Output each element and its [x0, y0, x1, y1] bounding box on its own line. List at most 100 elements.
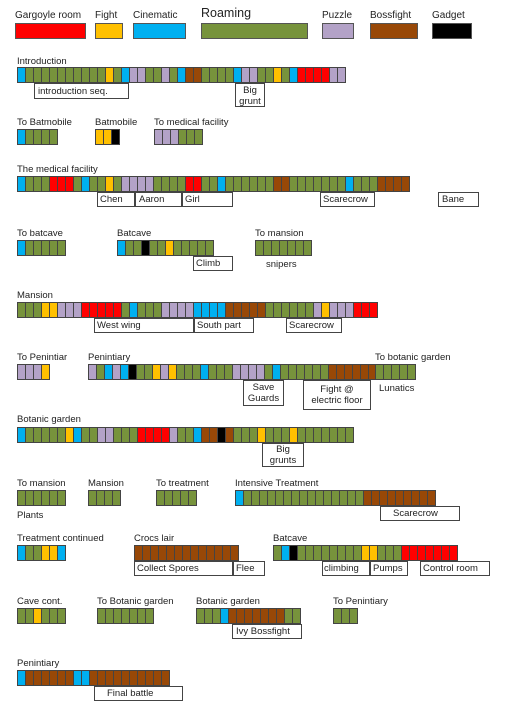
- strip-botanic-1: [17, 427, 354, 443]
- annotation-box-scarecrow-3: [380, 506, 460, 521]
- strip-to-penintiary: [333, 608, 358, 624]
- annotation-electric-floor: Fight @ electric floor: [311, 384, 363, 406]
- annotation-chen: Chen: [100, 194, 123, 205]
- section-title-to-botanic-2: To Botanic garden: [97, 596, 174, 607]
- annotation-snipers: snipers: [266, 259, 297, 270]
- annotation-climbing: climbing: [324, 563, 359, 574]
- strip-mansion-1: [17, 302, 378, 318]
- segment-roaming: [49, 129, 58, 145]
- section-title-botanic-1: Botanic garden: [17, 414, 81, 425]
- section-title-to-mansion-1: To mansion: [255, 228, 304, 239]
- annotation-box-final-battle: [94, 686, 183, 701]
- strip-batcave-2: [273, 545, 458, 561]
- segment-puzzle: [337, 67, 346, 83]
- segment-roaming: [349, 608, 358, 624]
- segment-roaming: [345, 427, 354, 443]
- annotation-lunatics: Lunatics: [379, 383, 415, 394]
- section-title-penintiary-2: Penintiary: [17, 658, 60, 669]
- section-title-medical: The medical facility: [17, 164, 98, 175]
- annotation-bane: Bane: [442, 194, 465, 205]
- legend-swatch-bossfight: [370, 23, 418, 39]
- strip-to-batmobile: [17, 129, 58, 145]
- strip-penintiary-2: [17, 670, 170, 686]
- segment-fight: [41, 364, 50, 380]
- annotation-box-chen: [97, 192, 135, 207]
- section-title-mansion-1: Mansion: [17, 290, 53, 301]
- segment-gadget: [111, 129, 120, 145]
- section-title-batmobile: Batmobile: [95, 117, 138, 128]
- annotation-box-collect-spores: [134, 561, 233, 576]
- annotation-big-grunt: Big grunt: [239, 85, 261, 107]
- strip-introduction: [17, 67, 346, 83]
- annotation-south-part: South part: [197, 320, 241, 331]
- strip-crocs-lair: [134, 545, 239, 561]
- section-title-to-treatment: To treatment: [156, 478, 209, 489]
- legend-label-puzzle: Puzzle: [322, 10, 353, 21]
- section-title-to-botanic-1: To botanic garden: [375, 352, 451, 363]
- annotation-box-bane: [438, 192, 479, 207]
- strip-cave-cont: [17, 608, 66, 624]
- strip-to-penintiar: [17, 364, 50, 380]
- strip-intensive: [235, 490, 436, 506]
- strip-to-mansion-1: [255, 240, 312, 256]
- annotation-box-electric-floor: [303, 380, 371, 410]
- legend-label-roaming: Roaming: [201, 6, 252, 20]
- annotation-girl: Girl: [185, 194, 200, 205]
- annotation-box-scarecrow-2: [286, 318, 342, 333]
- legend-label-gadget: Gadget: [432, 10, 465, 21]
- section-title-treatment-cont: Treatment continued: [17, 533, 104, 544]
- section-title-to-batcave: To batcave: [17, 228, 63, 239]
- annotation-scarecrow-1: Scarecrow: [323, 194, 368, 205]
- annotation-introduction-seq: introduction seq.: [38, 86, 108, 97]
- legend-swatch-fight: [95, 23, 123, 39]
- strip-batcave-1: [117, 240, 214, 256]
- legend-label-gargoyle: Gargoyle room: [15, 10, 82, 21]
- segment-gargoyle: [369, 302, 378, 318]
- segment-roaming: [188, 490, 197, 506]
- section-title-cave-cont: Cave cont.: [17, 596, 63, 607]
- section-title-batcave-2: Batcave: [273, 533, 308, 544]
- annotation-box-climbing: [322, 561, 370, 576]
- strip-to-mansion-2: [17, 490, 66, 506]
- annotation-flee: Flee: [236, 563, 255, 574]
- segment-bossfight: [230, 545, 239, 561]
- segment-roaming: [57, 490, 66, 506]
- annotation-box-climb: [193, 256, 233, 271]
- annotation-climb: Climb: [196, 258, 221, 269]
- segment-bossfight: [401, 176, 410, 192]
- annotation-box-introduction-seq: [34, 83, 129, 99]
- annotation-scarecrow-2: Scarecrow: [289, 320, 334, 331]
- annotation-scarecrow-3: Scarecrow: [393, 508, 438, 519]
- segment-roaming: [57, 240, 66, 256]
- segment-roaming: [57, 608, 66, 624]
- annotation-box-west-wing: [94, 318, 194, 333]
- segment-roaming: [194, 129, 203, 145]
- segment-roaming: [145, 608, 154, 624]
- section-title-to-penintiar: To Penintiar: [17, 352, 68, 363]
- segment-gargoyle: [449, 545, 458, 561]
- legend-swatch-puzzle: [322, 23, 354, 39]
- strip-botanic-2: [196, 608, 301, 624]
- legend-swatch-roaming: [201, 23, 308, 39]
- strip-treatment-cont: [17, 545, 66, 561]
- legend-swatch-gargoyle: [15, 23, 86, 39]
- annotation-box-ivy-bossfight: [232, 624, 302, 639]
- annotation-ivy-bossfight: Ivy Bossfight: [236, 626, 290, 637]
- annotation-box-big-grunt: [235, 83, 265, 107]
- section-title-crocs-lair: Crocs lair: [134, 533, 175, 544]
- annotation-big-grunts: Big grunts: [269, 444, 297, 466]
- strip-batmobile: [95, 129, 120, 145]
- annotation-box-girl: [182, 192, 233, 207]
- legend-label-bossfight: Bossfight: [370, 10, 412, 21]
- annotation-save-guards: Save Guards: [247, 382, 280, 404]
- strip-to-medical: [154, 129, 203, 145]
- strip-to-treatment: [156, 490, 197, 506]
- annotation-box-south-part: [194, 318, 254, 333]
- section-title-mansion-2: Mansion: [88, 478, 124, 489]
- section-title-to-batmobile: To Batmobile: [17, 117, 72, 128]
- segment-roaming: [205, 240, 214, 256]
- legend-label-fight: Fight: [95, 10, 118, 21]
- annotation-box-save-guards: [243, 380, 284, 406]
- segment-bossfight: [427, 490, 436, 506]
- annotation-collect-spores: Collect Spores: [137, 563, 199, 574]
